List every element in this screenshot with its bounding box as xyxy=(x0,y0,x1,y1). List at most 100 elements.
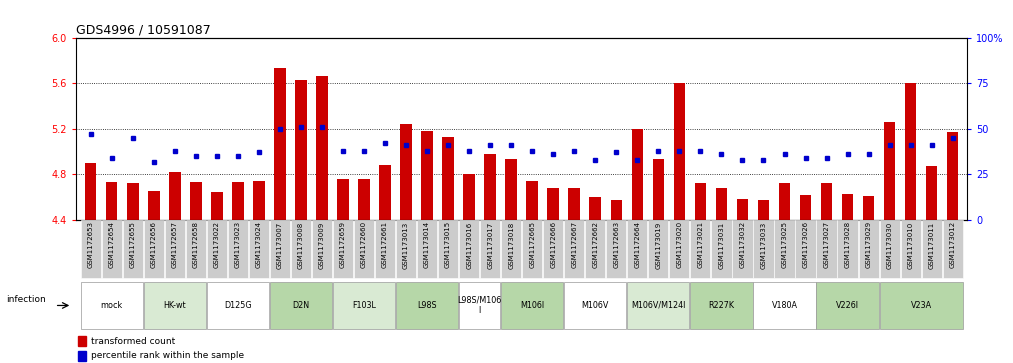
Bar xyxy=(106,182,118,220)
Text: GSM1173019: GSM1173019 xyxy=(655,221,661,269)
FancyBboxPatch shape xyxy=(144,220,164,278)
Bar xyxy=(695,183,706,220)
Text: GSM1172665: GSM1172665 xyxy=(529,221,535,268)
FancyBboxPatch shape xyxy=(627,282,690,330)
Bar xyxy=(590,197,601,220)
Bar xyxy=(190,182,202,220)
Text: GSM1172653: GSM1172653 xyxy=(88,221,93,268)
Bar xyxy=(674,83,685,220)
FancyBboxPatch shape xyxy=(207,282,269,330)
Text: GSM1173028: GSM1173028 xyxy=(845,221,851,269)
Text: GSM1172660: GSM1172660 xyxy=(361,221,367,269)
Bar xyxy=(127,183,139,220)
FancyBboxPatch shape xyxy=(269,220,290,278)
Text: GSM1173008: GSM1173008 xyxy=(298,221,304,269)
Bar xyxy=(484,154,496,220)
FancyBboxPatch shape xyxy=(249,220,269,278)
FancyBboxPatch shape xyxy=(101,220,122,278)
Bar xyxy=(821,183,833,220)
Text: GSM1173024: GSM1173024 xyxy=(256,221,262,268)
Bar xyxy=(652,159,665,220)
FancyBboxPatch shape xyxy=(732,220,753,278)
Bar xyxy=(947,132,958,220)
FancyBboxPatch shape xyxy=(396,282,458,330)
FancyBboxPatch shape xyxy=(690,220,710,278)
FancyBboxPatch shape xyxy=(795,220,815,278)
Text: L98S/M106
I: L98S/M106 I xyxy=(458,296,501,315)
Bar xyxy=(400,124,412,220)
Bar xyxy=(926,166,937,220)
FancyBboxPatch shape xyxy=(438,220,458,278)
FancyBboxPatch shape xyxy=(459,282,500,330)
Text: D125G: D125G xyxy=(224,301,251,310)
FancyBboxPatch shape xyxy=(459,220,479,278)
FancyBboxPatch shape xyxy=(858,220,878,278)
FancyBboxPatch shape xyxy=(922,220,942,278)
FancyBboxPatch shape xyxy=(480,220,500,278)
FancyBboxPatch shape xyxy=(207,220,227,278)
FancyBboxPatch shape xyxy=(606,220,626,278)
FancyBboxPatch shape xyxy=(312,220,332,278)
Text: F103L: F103L xyxy=(353,301,376,310)
Text: M106V/M124I: M106V/M124I xyxy=(631,301,686,310)
Text: GSM1172662: GSM1172662 xyxy=(593,221,599,268)
Text: M106I: M106I xyxy=(520,301,544,310)
FancyBboxPatch shape xyxy=(754,282,815,330)
Text: GSM1173026: GSM1173026 xyxy=(802,221,808,269)
Text: V226I: V226I xyxy=(836,301,859,310)
Text: GSM1172666: GSM1172666 xyxy=(550,221,556,269)
Text: GSM1172656: GSM1172656 xyxy=(151,221,157,268)
Text: HK-wt: HK-wt xyxy=(163,301,186,310)
Text: GSM1172667: GSM1172667 xyxy=(571,221,577,269)
Text: GSM1173022: GSM1173022 xyxy=(214,221,220,268)
Text: GSM1173023: GSM1173023 xyxy=(235,221,241,269)
FancyBboxPatch shape xyxy=(333,220,354,278)
FancyBboxPatch shape xyxy=(943,220,962,278)
Text: GSM1173020: GSM1173020 xyxy=(677,221,683,269)
Bar xyxy=(758,200,769,220)
FancyBboxPatch shape xyxy=(816,282,878,330)
Bar xyxy=(611,200,622,220)
Text: GSM1173013: GSM1173013 xyxy=(403,221,409,269)
Text: GSM1173032: GSM1173032 xyxy=(739,221,746,269)
Text: transformed count: transformed count xyxy=(90,337,175,346)
Bar xyxy=(295,80,307,220)
Bar xyxy=(78,351,86,360)
FancyBboxPatch shape xyxy=(586,220,606,278)
FancyBboxPatch shape xyxy=(269,282,332,330)
Text: GSM1172661: GSM1172661 xyxy=(382,221,388,269)
FancyBboxPatch shape xyxy=(228,220,248,278)
Bar xyxy=(78,336,86,346)
FancyBboxPatch shape xyxy=(81,220,100,278)
Text: GSM1173029: GSM1173029 xyxy=(865,221,871,269)
Text: GSM1173010: GSM1173010 xyxy=(908,221,914,269)
FancyBboxPatch shape xyxy=(396,220,416,278)
Bar xyxy=(715,188,727,220)
Text: GSM1173016: GSM1173016 xyxy=(466,221,472,269)
Text: GSM1173031: GSM1173031 xyxy=(718,221,724,269)
FancyBboxPatch shape xyxy=(648,220,669,278)
Bar xyxy=(148,191,160,220)
Text: GSM1173018: GSM1173018 xyxy=(509,221,515,269)
FancyBboxPatch shape xyxy=(754,220,774,278)
FancyBboxPatch shape xyxy=(711,220,731,278)
Text: percentile rank within the sample: percentile rank within the sample xyxy=(90,351,244,360)
FancyBboxPatch shape xyxy=(690,282,753,330)
FancyBboxPatch shape xyxy=(354,220,374,278)
FancyBboxPatch shape xyxy=(522,220,542,278)
Bar xyxy=(379,165,391,220)
Text: D2N: D2N xyxy=(293,301,310,310)
FancyBboxPatch shape xyxy=(564,282,626,330)
Bar xyxy=(169,172,180,220)
Bar xyxy=(253,181,264,220)
Text: GSM1173030: GSM1173030 xyxy=(886,221,892,269)
Bar xyxy=(842,193,853,220)
FancyBboxPatch shape xyxy=(417,220,438,278)
FancyBboxPatch shape xyxy=(901,220,921,278)
Text: GSM1172657: GSM1172657 xyxy=(172,221,178,268)
FancyBboxPatch shape xyxy=(375,220,395,278)
Bar xyxy=(85,163,96,220)
Text: GSM1172654: GSM1172654 xyxy=(108,221,114,268)
Text: GSM1173027: GSM1173027 xyxy=(824,221,830,269)
Text: GSM1173025: GSM1173025 xyxy=(781,221,787,268)
